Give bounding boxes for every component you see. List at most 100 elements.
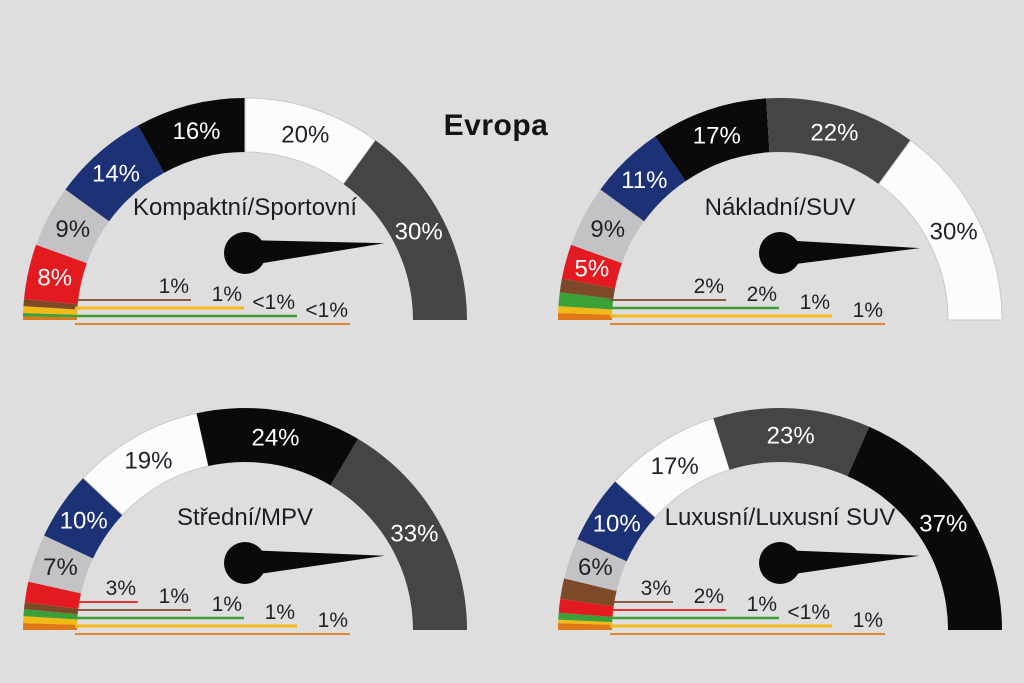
- arc-segment-brown: [560, 578, 617, 607]
- segment-label: 22%: [810, 120, 858, 147]
- arc-segment-black: [847, 426, 1002, 630]
- segment-label: 20%: [281, 122, 329, 149]
- gauge-chart-luxusni-suv: 6% 10% 17% 23% 37% 3% 2% 1% <1% 1%: [557, 408, 1002, 635]
- gauge-luxusni-suv: 6% 10% 17% 23% 37% 3% 2% 1% <1% 1% Luxusní/Luxusn…: [512, 390, 1024, 660]
- segment-label: 19%: [124, 448, 172, 475]
- leader-label-orange: <1%: [305, 299, 348, 322]
- leader-label-orange: 1%: [318, 609, 348, 632]
- segment-label: 16%: [172, 118, 220, 145]
- leader-label-green: <1%: [252, 291, 295, 314]
- arc-segment-red: [24, 581, 81, 609]
- arc-segment-silver: [36, 189, 110, 264]
- leader-label-red: 3%: [106, 577, 136, 600]
- leader-label-green: 1%: [747, 593, 777, 616]
- needle: [245, 240, 385, 266]
- segment-label: 10%: [60, 507, 108, 534]
- arc-segment-blue: [600, 136, 686, 222]
- needle: [780, 550, 920, 576]
- arc-segment-red: [558, 598, 614, 617]
- arc-segment-silver: [564, 539, 627, 591]
- leader-label-green: 2%: [747, 283, 777, 306]
- arc-segment-green: [23, 313, 78, 318]
- arc-segment-green: [558, 292, 614, 310]
- arc-segment-white: [614, 417, 731, 519]
- needle-hub: [759, 542, 801, 584]
- arc-segment-blue: [44, 478, 123, 559]
- gauge-title-luxusni-suv: Luxusní/Luxusní SUV: [664, 504, 896, 531]
- arc-segment-black: [196, 407, 358, 486]
- segment-label: 7%: [43, 554, 78, 581]
- arc-segment-orange: [22, 623, 78, 630]
- arc-segment-silver: [571, 189, 645, 264]
- arc-segment-white: [878, 139, 1003, 321]
- leader-label-orange: 1%: [853, 299, 883, 322]
- needle: [245, 550, 385, 576]
- page-title: Evropa: [443, 109, 549, 142]
- arc-segment-white: [82, 412, 209, 516]
- gauge-chart-kompaktni-sportovni: 8% 9% 14% 16% 20% 30% 1% 1% <1% <1%: [22, 97, 467, 325]
- segment-label: 8%: [37, 265, 72, 292]
- leader-label-brown: 1%: [159, 275, 189, 298]
- gauge-kompaktni-sportovni: 8% 9% 14% 16% 20% 30% 1% 1% <1% <1% Kompaktní/Spo…: [0, 80, 512, 350]
- arc-segment-yellow: [558, 619, 613, 625]
- arc-segment-green: [558, 612, 613, 623]
- segment-label: 37%: [919, 510, 967, 537]
- arc-segment-red: [561, 244, 622, 289]
- segment-label: 23%: [767, 422, 815, 449]
- arc-segment-green: [23, 609, 78, 620]
- arc-segment-yellow: [558, 306, 613, 315]
- leader-label-green: 1%: [212, 593, 242, 616]
- segment-label: 30%: [930, 219, 978, 246]
- leader-label-yellow: 1%: [265, 601, 295, 624]
- arc-segment-yellow: [23, 616, 78, 625]
- needle-hub: [224, 542, 266, 584]
- segment-label: 17%: [651, 453, 699, 480]
- arc-segment-black: [138, 98, 245, 173]
- leader-label-yellow: <1%: [787, 601, 830, 624]
- segment-label: 9%: [55, 216, 90, 243]
- gauge-stredni-mpv: 7% 10% 19% 24% 33% 3% 1% 1% 1% 1% Střední/MPV: [0, 390, 512, 660]
- leader-label-red: 2%: [694, 585, 724, 608]
- segment-label: 14%: [92, 161, 140, 188]
- segment-label: 30%: [395, 219, 443, 246]
- gauge-nakladni-suv: 5% 9% 11% 17% 22% 30% 2% 2% 1% 1% Nákladní/SUV: [512, 80, 1024, 350]
- gauge-chart-stredni-mpv: 7% 10% 19% 24% 33% 3% 1% 1% 1% 1%: [22, 407, 467, 635]
- leader-label-yellow: 1%: [800, 291, 830, 314]
- arc-segment-blue: [65, 125, 165, 222]
- arc-segment-silver: [28, 535, 93, 594]
- needle-hub: [759, 232, 801, 274]
- leader-label-orange: 1%: [853, 609, 883, 632]
- arc-segment-white: [244, 97, 377, 185]
- arc-segment-brown: [24, 602, 79, 615]
- leader-label-brown: 3%: [641, 577, 671, 600]
- arc-segment-black: [655, 98, 770, 182]
- arc-segment-darkgray: [343, 140, 467, 320]
- gauge-title-kompaktni-sportovni: Kompaktní/Sportovní: [132, 194, 358, 221]
- gauge-title-stredni-mpv: Střední/MPV: [176, 504, 314, 531]
- segment-label: 33%: [390, 520, 438, 547]
- arc-segment-blue: [577, 481, 656, 562]
- arc-segment-darkgray: [713, 408, 870, 477]
- segment-label: 17%: [693, 123, 741, 150]
- arc-segment-red: [24, 244, 87, 305]
- segment-label: 11%: [621, 167, 667, 194]
- needle: [780, 240, 920, 266]
- arc-segment-orange: [22, 316, 77, 320]
- segment-label: 6%: [578, 554, 613, 581]
- arc-segment-darkgray: [330, 438, 467, 630]
- arc-segment-darkgray: [766, 97, 911, 185]
- arc-segment-brown: [559, 278, 615, 299]
- arc-segment-orange: [557, 623, 613, 630]
- gauge-chart-nakladni-suv: 5% 9% 11% 17% 22% 30% 2% 2% 1% 1%: [557, 97, 1003, 325]
- leader-label-brown: 2%: [694, 275, 724, 298]
- arc-segment-yellow: [23, 306, 78, 315]
- segment-label: 10%: [593, 510, 641, 537]
- segment-label: 24%: [251, 424, 299, 451]
- segment-label: 5%: [575, 256, 610, 283]
- leader-label-brown: 1%: [159, 585, 189, 608]
- leader-label-yellow: 1%: [212, 283, 242, 306]
- arc-segment-orange: [557, 313, 613, 320]
- segment-label: 9%: [590, 216, 625, 243]
- arc-segment-brown: [23, 299, 78, 310]
